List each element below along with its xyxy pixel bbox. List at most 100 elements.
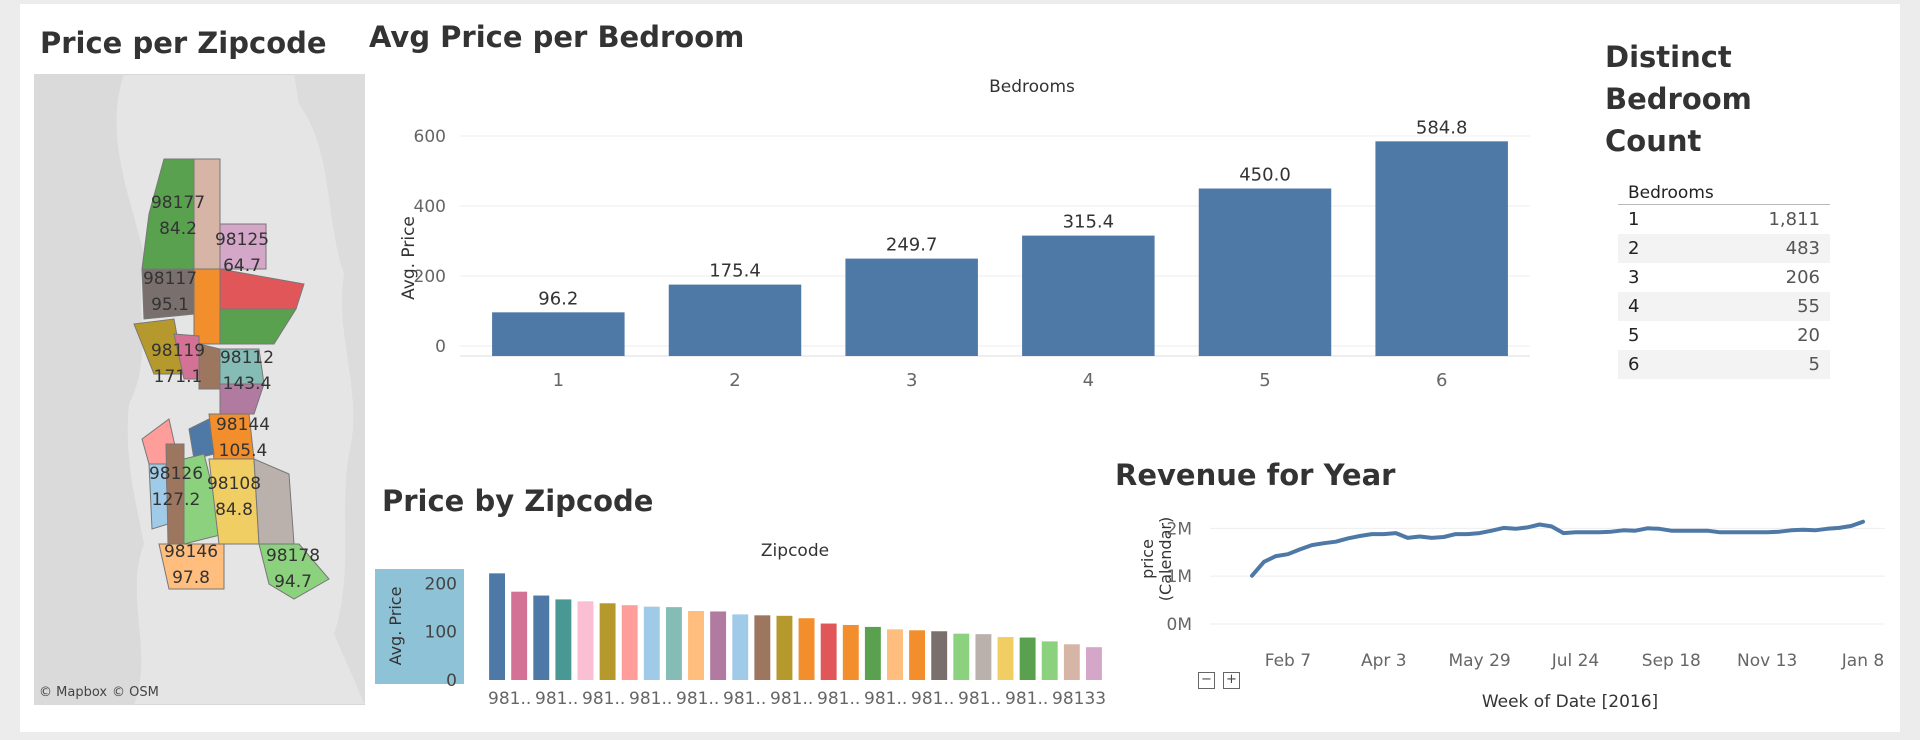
bedroom-bar[interactable] (1198, 188, 1332, 357)
bedroom-chart-title: Avg Price per Bedroom (369, 20, 745, 54)
bedroom-bar-value-label: 96.2 (538, 288, 578, 309)
revenue-line[interactable] (1250, 519, 1865, 578)
zipcode-bar[interactable] (864, 626, 881, 680)
zipcode-x-tick-label: 981.. (535, 689, 578, 709)
zoom-out-button[interactable]: − (1198, 672, 1215, 689)
bedroom-bar[interactable] (668, 284, 802, 356)
zip-label: 98108 (207, 474, 261, 494)
revenue-y-tick-label: 2M (1167, 519, 1192, 539)
zip-value: 143.4 (223, 374, 272, 394)
zoom-in-button[interactable]: + (1223, 672, 1240, 689)
zipcode-bar[interactable] (599, 603, 616, 680)
zipcode-bar[interactable] (1063, 644, 1080, 680)
bedroom-y-axis-label: Avg. Price (399, 216, 419, 300)
zipcode-x-tick-label: 981.. (629, 689, 672, 709)
zipcode-bar[interactable] (489, 573, 506, 680)
zipcode-x-tick-label: 981.. (488, 689, 531, 709)
zipcode-bar[interactable] (621, 605, 638, 680)
zipcode-bar[interactable] (533, 595, 550, 680)
zip-label: 98126 (149, 464, 203, 484)
zipcode-bar[interactable] (688, 610, 704, 680)
revenue-x-axis-label: Week of Date [2016] (1482, 692, 1658, 712)
zipcode-bar[interactable] (1041, 641, 1058, 680)
zipcode-bar[interactable] (997, 637, 1014, 680)
zipcode-x-tick-label: 981.. (1005, 689, 1048, 709)
bedroom-cell: 2 (1618, 234, 1683, 263)
bedroom-cell: 3 (1628, 267, 1640, 288)
zipcode-bar[interactable] (953, 633, 970, 680)
bedroom-cell: 4 (1618, 292, 1683, 321)
zipcode-bar[interactable] (975, 634, 992, 680)
zipcode-bar[interactable] (643, 606, 660, 680)
map-attribution-mapbox[interactable]: © Mapbox (39, 685, 107, 700)
distinct-bedroom-title-line3: Count (1605, 124, 1702, 158)
zipcode-bar[interactable] (842, 624, 859, 680)
zipcode-x-tick-label: 981.. (817, 689, 860, 709)
table-row[interactable]: 5 20 (1618, 321, 1830, 350)
zipcode-bar[interactable] (820, 623, 837, 680)
bedroom-cell: 1 (1628, 209, 1640, 230)
zipcode-x-tick-label: 981.. (770, 689, 813, 709)
bedroom-x-tick-label: 4 (1083, 370, 1094, 391)
zip-value: 84.8 (215, 500, 253, 520)
count-cell: 1,811 (1768, 209, 1820, 230)
bedroom-bar-value-label: 450.0 (1239, 165, 1291, 186)
table-row[interactable]: 2 483 (1618, 234, 1830, 263)
bedroom-bar[interactable] (492, 312, 625, 356)
revenue-x-tick-label: Sep 18 (1642, 651, 1701, 671)
zip-label: 98177 (151, 193, 205, 213)
bedroom-x-tick-label: 3 (906, 370, 917, 391)
bedroom-bar[interactable] (1022, 235, 1155, 356)
table-row[interactable]: 3 206 (1618, 263, 1830, 292)
zip-y-tick-label: 100 (425, 623, 457, 643)
bedroom-bar[interactable] (845, 258, 978, 356)
zipcode-map[interactable]: 98177 84.2 98125 64.7 98117 95.1 98119 1… (34, 74, 365, 705)
revenue-chart-title: Revenue for Year (1115, 458, 1396, 492)
zip-value: 94.7 (274, 572, 312, 592)
zipcode-bar[interactable] (665, 607, 682, 680)
zipcode-bar[interactable] (909, 630, 926, 680)
zipcode-x-tick-label: 981.. (911, 689, 954, 709)
bedroom-y-tick-label: 400 (414, 197, 446, 217)
zipcode-bar[interactable] (710, 611, 727, 680)
bedroom-bar-value-label: 249.7 (886, 235, 938, 256)
zip-label: 98119 (151, 341, 205, 361)
bedroom-bar-value-label: 175.4 (709, 261, 761, 282)
revenue-x-tick-label: May 29 (1449, 651, 1511, 671)
zipcode-bar[interactable] (931, 631, 948, 680)
zipcode-bar[interactable] (1019, 637, 1036, 680)
zipcode-bar[interactable] (511, 591, 528, 680)
zip-value: 95.1 (151, 295, 189, 315)
bedroom-bar-value-label: 315.4 (1063, 212, 1115, 233)
bedroom-y-tick-label: 200 (414, 267, 446, 287)
zipcode-bar[interactable] (577, 601, 594, 680)
revenue-x-tick-label: Nov 13 (1737, 651, 1797, 671)
table-header-bedrooms[interactable]: Bedrooms (1618, 182, 1830, 205)
bedroom-x-tick-label: 5 (1259, 370, 1270, 391)
zipcode-x-tick-label: 981.. (582, 689, 625, 709)
bedroom-x-tick-label: 1 (553, 370, 564, 391)
zip-chart-title: Price by Zipcode (382, 484, 654, 518)
zipcode-bar[interactable] (887, 629, 903, 680)
revenue-for-year-chart: price(Calendar) Week of Date [2016] 0M 1M… (1138, 517, 1885, 712)
zipcode-bar[interactable] (798, 618, 815, 680)
dashboard: Price per Zipcode Avg Price per Bedroom … (20, 4, 1900, 732)
zipcode-bar[interactable] (776, 615, 793, 680)
zip-regions (133, 158, 330, 600)
zipcode-bar[interactable] (754, 615, 771, 680)
zipcode-bar[interactable] (1085, 647, 1102, 680)
table-row[interactable]: 4 55 (1618, 292, 1830, 321)
map-attribution-osm[interactable]: © OSM (112, 685, 159, 700)
count-cell: 20 (1797, 325, 1820, 346)
map-water (294, 74, 365, 705)
bedroom-bar[interactable] (1375, 141, 1508, 356)
zipcode-bar[interactable] (555, 599, 572, 680)
table-row[interactable]: 1 1,811 (1618, 205, 1830, 235)
zip-label: 98178 (266, 546, 320, 566)
zipcode-x-tick-label: 981.. (958, 689, 1001, 709)
zipcode-bar[interactable] (732, 614, 749, 680)
distinct-bedroom-title-line1: Distinct (1605, 40, 1732, 74)
